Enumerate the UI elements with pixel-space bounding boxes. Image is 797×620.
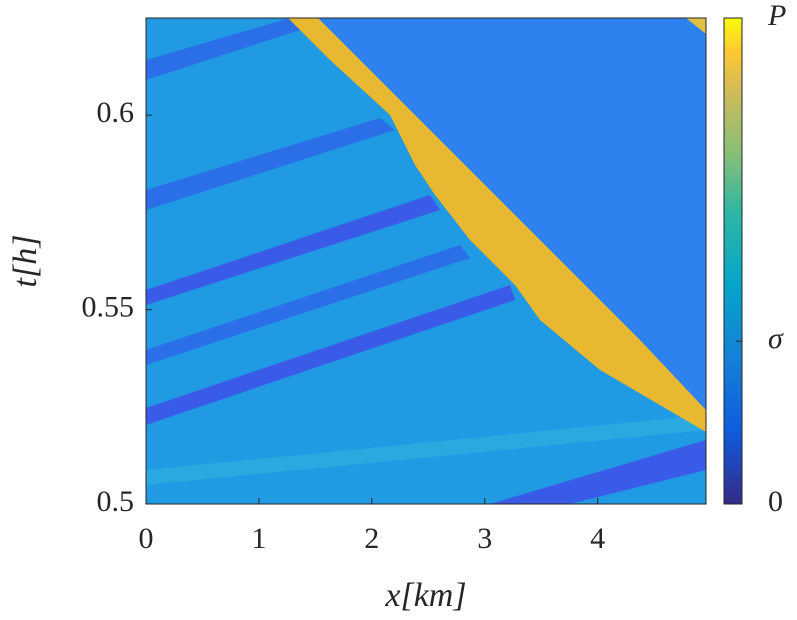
x-tick-label: 2 <box>364 522 379 555</box>
field-stripe <box>146 245 470 365</box>
x-tick-label: 4 <box>590 522 605 555</box>
x-tick-label: 3 <box>477 522 492 555</box>
y-axis-label: t[h] <box>7 235 44 288</box>
y-tick-label: 0.5 <box>97 485 135 518</box>
field-stripe <box>146 18 300 80</box>
heatmap-field <box>146 18 706 504</box>
colorbar-tick-label: σ <box>768 322 784 355</box>
field-front <box>686 18 706 34</box>
colorbar-tick-label: 0 <box>768 485 783 518</box>
plot-frame <box>145 17 707 505</box>
x-tick-label: 1 <box>251 522 266 555</box>
colorbar <box>723 17 743 505</box>
field-stripe <box>490 440 706 504</box>
colorbar-tick-label: P <box>767 0 786 32</box>
field-stripe <box>146 285 515 425</box>
field-stripe <box>146 415 706 485</box>
field-front <box>288 18 706 432</box>
field-stripe <box>146 118 395 210</box>
y-tick-label: 0.6 <box>97 96 135 129</box>
x-axis-label: x[km] <box>384 577 466 614</box>
x-tick-label: 0 <box>139 522 154 555</box>
y-tick-label: 0.55 <box>82 290 135 323</box>
field-stripe <box>146 195 440 305</box>
